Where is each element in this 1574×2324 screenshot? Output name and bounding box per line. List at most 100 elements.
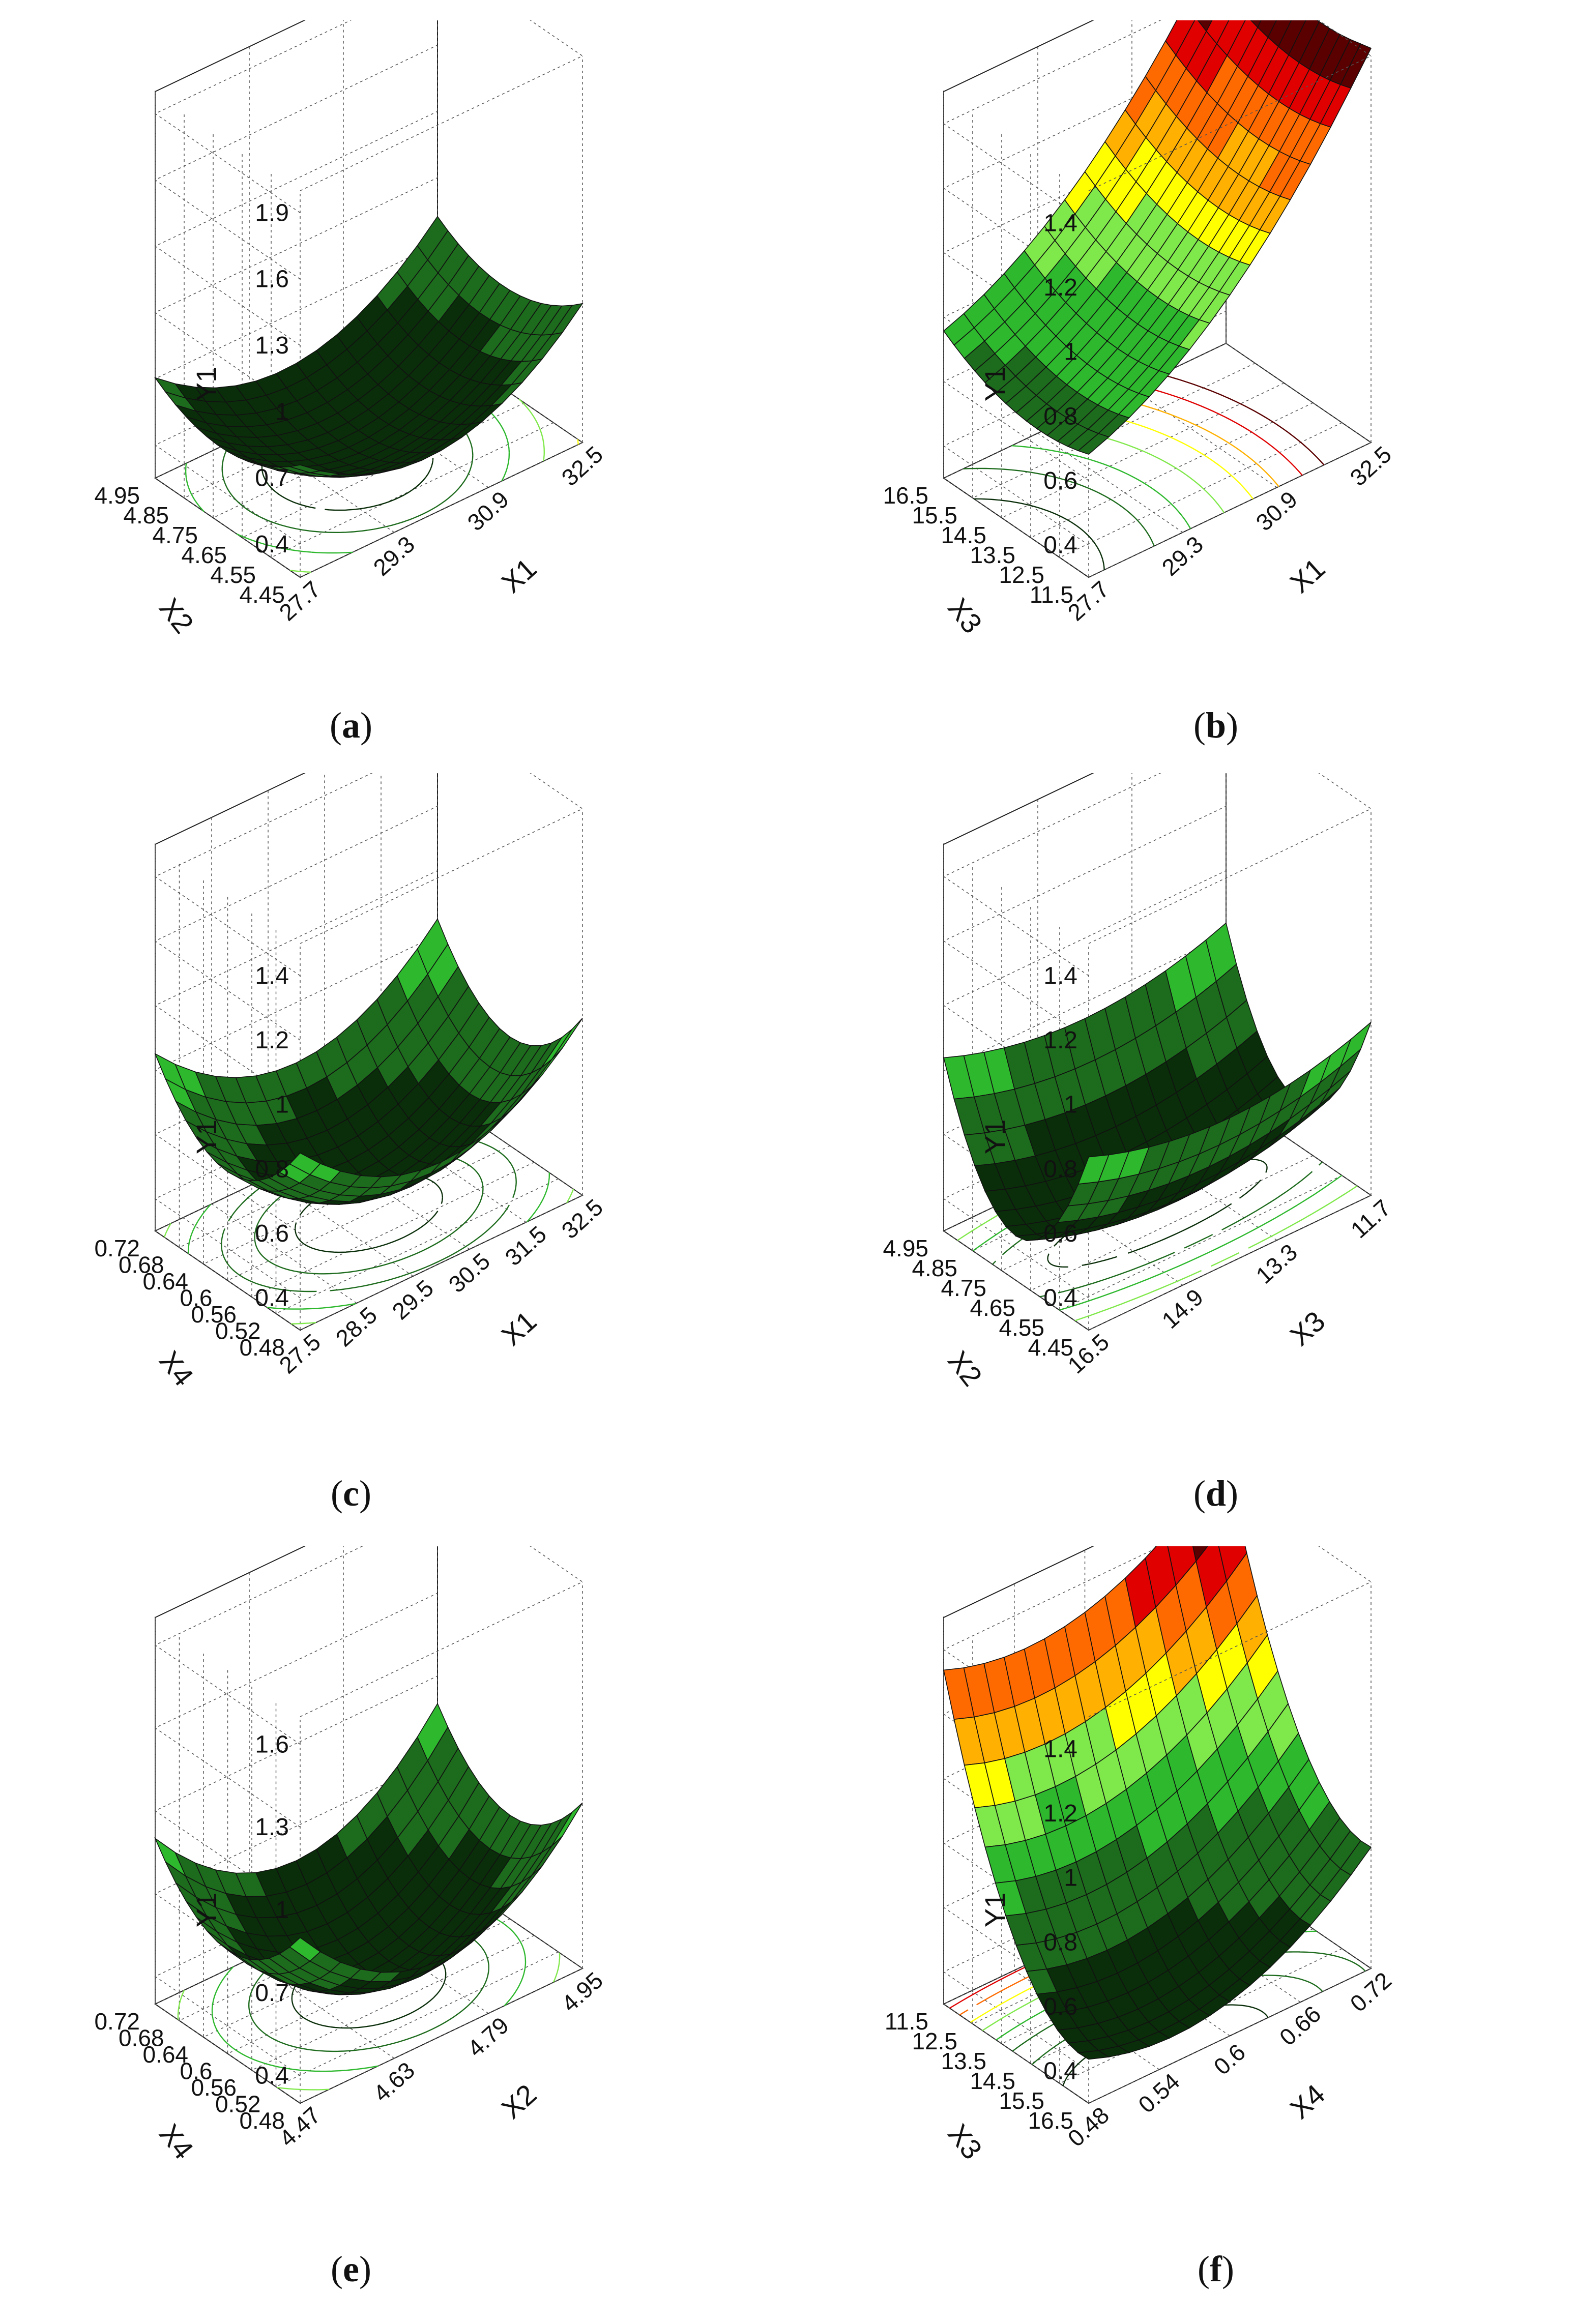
x-gridline [211,817,357,1304]
z-tick-label: 1.2 [1043,274,1077,301]
y-tick-label: 0.64 [142,2041,188,2068]
panel-c-caption-letter: c [343,1473,359,1514]
z-tick-label: 0.6 [255,1220,289,1247]
y-tick-label: 0.56 [191,2074,237,2101]
y-tick-label: 0.6 [180,2058,213,2084]
y-axis-label: X3 [942,592,988,639]
x-axis-label: X1 [495,552,542,599]
panel-c-caption-close: ) [359,1473,371,1514]
surface-patch [1257,20,1277,38]
panel-a-plot: 0.40.711.31.61.9Y127.729.330.932.5X14.45… [94,20,608,639]
z-tick-label: 1.4 [255,962,289,989]
z-tick-label: 0.6 [1043,1220,1077,1247]
z-tick-label: 1 [1064,339,1077,366]
z-tick-label: 0.6 [1043,467,1077,494]
panel-a-caption-open: ( [330,705,342,746]
panel-d-caption: (d) [1140,1473,1292,1515]
z-tick-label: 1 [1064,1092,1077,1119]
y-tick-label: 4.55 [210,562,256,588]
y-tick-label: 0.52 [215,1318,261,1344]
contour-line [1011,445,1191,529]
panel-b-caption-letter: b [1205,705,1227,746]
contour-line [1160,373,1325,465]
y-tick-label: 4.85 [123,502,169,528]
surface-mesh [943,1546,1372,2060]
panel-a-caption-letter: a [342,705,360,746]
y-tick-label: 13.5 [941,2048,986,2074]
z-tick-label: 1 [275,1092,289,1119]
x-gridline [943,844,1089,1331]
panel-d-plot: 0.40.60.811.21.4Y116.514.913.311.7X34.45… [883,773,1396,1392]
y-tick-label: 4.75 [941,1275,986,1301]
y-tick-label: 0.68 [119,2025,164,2051]
panel-d-caption-close: ) [1226,1473,1238,1514]
panel-d-caption-open: ( [1193,1473,1206,1514]
z-axis: 0.4 0.6 0.8 1 1.2 1.4 Y1 [979,210,1077,558]
y-tick-label: 0.56 [191,1301,237,1328]
x-gridline [943,1617,1089,2104]
z-tick-label: 0.4 [255,531,289,558]
x-axis-label: X4 [1284,2078,1331,2125]
z-tick-label: 1.6 [255,266,289,293]
surface-patch [1340,1021,1372,1067]
y-tick-label: 16.5 [1028,2107,1073,2134]
y-tick-label: 14.5 [941,522,986,548]
z-tick-label: 1.3 [255,1814,289,1841]
surface-mesh [154,216,584,478]
contour-line [974,498,1105,570]
y-axis-label: X2 [942,1345,988,1392]
surface-patch [551,1018,583,1060]
panel-a-caption-close: ) [360,705,372,746]
z-tick-label: 1 [275,398,289,425]
z-tick-label: 1 [1064,1865,1077,1892]
z-tick-label: 1.4 [1043,210,1077,237]
z-tick-label: 1.2 [1043,1800,1077,1827]
y-axis-label: X2 [153,592,200,639]
floor-contours [963,373,1325,570]
surface-patch [1192,1546,1208,1563]
y-tick-label: 0.72 [94,1235,140,1261]
y-tick-label: 16.5 [883,482,928,509]
z-tick-label: 1.2 [1043,1027,1077,1054]
surface-mesh [943,20,1372,455]
surface-patch [1339,1840,1372,1876]
y-axis-label: X4 [153,2118,200,2165]
panel-f-caption-letter: f [1210,2249,1222,2289]
panel-f-plot: 0.40.60.811.21.4Y10.480.540.60.660.72X41… [885,1546,1396,2165]
y-tick-label: 4.65 [970,1295,1015,1321]
panel-e-caption-open: ( [331,2249,343,2289]
panel-b-caption-open: ( [1193,705,1206,746]
surface-mesh [154,918,583,1205]
y-tick-label: 11.5 [1030,581,1073,608]
surface-patch [1339,43,1372,89]
y-axis-label: X4 [153,1345,200,1392]
surface-patch [551,303,584,335]
surface-patch [1197,20,1213,32]
z-tick-label: 0.4 [255,2063,289,2090]
x-gridline [155,92,301,578]
z-tick-label: 1.9 [255,199,289,226]
y-tick-label: 0.6 [180,1285,213,1311]
y-tick-label: 0.64 [142,1268,188,1295]
y-tick-label: 14.5 [970,2068,1015,2094]
y-tick-label: 4.45 [1028,1334,1073,1361]
z-tick-label: 0.4 [1043,1285,1077,1312]
panel-b-caption-close: ) [1226,705,1238,746]
panel-e-caption-letter: e [343,2249,359,2289]
z-tick-label: 0.8 [1043,1156,1077,1183]
panel-e-caption: (e) [275,2248,427,2290]
z-tick-label: 0.6 [1043,1993,1077,2020]
y-tick-label: 0.68 [119,1252,164,1278]
z-tick-label: 1.6 [255,1731,289,1758]
y-tick-label: 0.52 [215,2091,261,2117]
contour-line [1047,1159,1268,1268]
y-tick-label: 4.65 [181,542,227,568]
z-axis-label: Y1 [190,367,222,402]
z-axis: 0.4 0.7 1 1.3 1.6 1.9 Y1 [190,199,289,557]
x-axis-label: X3 [1284,1305,1331,1352]
z-axis-label: Y1 [979,367,1011,402]
z-axis: 0.4 0.6 0.8 1 1.2 1.4 Y1 [979,1735,1077,2084]
x-gridline [155,1617,301,2104]
z-tick-label: 0.4 [255,1285,289,1312]
